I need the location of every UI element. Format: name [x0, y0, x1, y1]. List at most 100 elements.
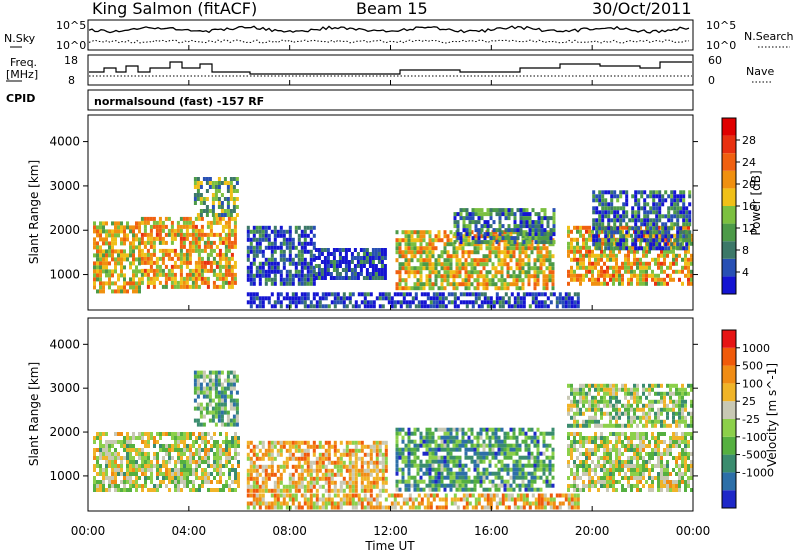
heatmap-cell [410, 475, 414, 480]
heatmap-cell [294, 456, 298, 461]
heatmap-cell [474, 220, 478, 225]
heatmap-cell [234, 472, 237, 476]
heatmap-cell [226, 181, 230, 185]
heatmap-cell [489, 300, 493, 305]
heatmap-cell [558, 296, 562, 301]
heatmap-cell [513, 216, 517, 221]
heatmap-cell [219, 432, 222, 436]
heatmap-cell [503, 443, 507, 448]
heatmap-cell [211, 410, 215, 415]
heatmap-cell [588, 440, 591, 444]
heatmap-cell [507, 304, 511, 309]
heatmap-cell [96, 484, 99, 488]
heatmap-cell [120, 261, 123, 266]
heatmap-cell [425, 435, 429, 440]
heatmap-cell [214, 197, 218, 201]
heatmap-cell [196, 213, 200, 217]
heatmap-cell [416, 427, 420, 432]
heatmap-cell [440, 286, 444, 291]
heatmap-cell [540, 220, 544, 225]
heatmap-cell [179, 232, 183, 237]
y-tick-label: 2000 [49, 223, 80, 237]
heatmap-cell [201, 476, 204, 480]
heatmap-cell [211, 378, 215, 383]
heatmap-cell [208, 386, 212, 391]
heatmap-cell [132, 460, 135, 464]
heatmap-cell [195, 476, 198, 480]
heatmap-cell [579, 261, 582, 266]
heatmap-cell [636, 273, 639, 278]
heatmap-cell [548, 274, 552, 279]
heatmap-cell [117, 432, 120, 436]
heatmap-cell [288, 488, 292, 493]
heatmap-cell [320, 268, 324, 272]
heatmap-cell [446, 234, 450, 239]
heatmap-cell [162, 464, 165, 468]
heatmap-cell [143, 244, 147, 249]
heatmap-cell [663, 281, 666, 286]
heatmap-cell [330, 476, 334, 481]
heatmap-cell [687, 257, 690, 262]
heatmap-cell [673, 194, 677, 199]
heatmap-cell [545, 266, 549, 271]
heatmap-cell [279, 257, 283, 262]
heatmap-cell [252, 480, 256, 485]
heatmap-cell [209, 232, 213, 237]
heatmap-cell [404, 258, 408, 263]
heatmap-cell [161, 272, 165, 277]
heatmap-cell [494, 435, 498, 440]
heatmap-cell [616, 226, 620, 231]
heatmap-cell [423, 292, 427, 297]
heatmap-cell [643, 210, 647, 215]
heatmap-cell [149, 224, 153, 229]
heatmap-cell [485, 451, 489, 456]
heatmap-cell [479, 282, 483, 287]
heatmap-cell [196, 390, 200, 395]
heatmap-cell [522, 240, 526, 245]
heatmap-cell [377, 256, 381, 260]
heatmap-cell [312, 304, 316, 309]
heatmap-cell [221, 236, 225, 241]
heatmap-cell [467, 270, 471, 275]
heatmap-cell [285, 448, 289, 453]
heatmap-cell [309, 484, 313, 489]
heatmap-cell [219, 444, 222, 448]
heatmap-cell [506, 262, 510, 267]
heatmap-cell [369, 304, 373, 309]
heatmap-cell [512, 431, 516, 436]
heatmap-cell [233, 264, 237, 269]
heatmap-cell [545, 250, 549, 255]
heatmap-cell [359, 260, 363, 264]
heatmap-cell [676, 230, 680, 235]
heatmap-cell [114, 269, 117, 274]
heatmap-cell [288, 300, 292, 305]
heatmap-cell [209, 248, 213, 253]
heatmap-cell [542, 431, 546, 436]
heatmap-cell [216, 488, 219, 492]
heatmap-cell [534, 212, 538, 217]
heatmap-cell [525, 216, 529, 221]
heatmap-cell [645, 245, 648, 250]
heatmap-cell [140, 236, 144, 241]
heatmap-cell [264, 245, 268, 250]
cpid-frame [87, 89, 694, 111]
heatmap-cell [504, 216, 508, 221]
heatmap-cell [437, 459, 441, 464]
heatmap-cell [401, 455, 405, 460]
heatmap-cell [210, 472, 213, 476]
heatmap-cell [288, 237, 292, 242]
heatmap-cell [613, 218, 617, 223]
heatmap-cell [93, 221, 96, 226]
heatmap-cell [428, 471, 432, 476]
heatmap-cell [461, 234, 465, 239]
heatmap-cell [93, 269, 96, 274]
heatmap-cell [443, 246, 447, 251]
heatmap-cell [192, 488, 195, 492]
heatmap-cell [420, 304, 424, 309]
heatmap-cell [249, 269, 253, 274]
heatmap-cell [501, 304, 505, 309]
heatmap-cell [622, 218, 626, 223]
heatmap-cell [309, 253, 313, 258]
heatmap-cell [413, 242, 417, 247]
heatmap-cell [528, 216, 532, 221]
